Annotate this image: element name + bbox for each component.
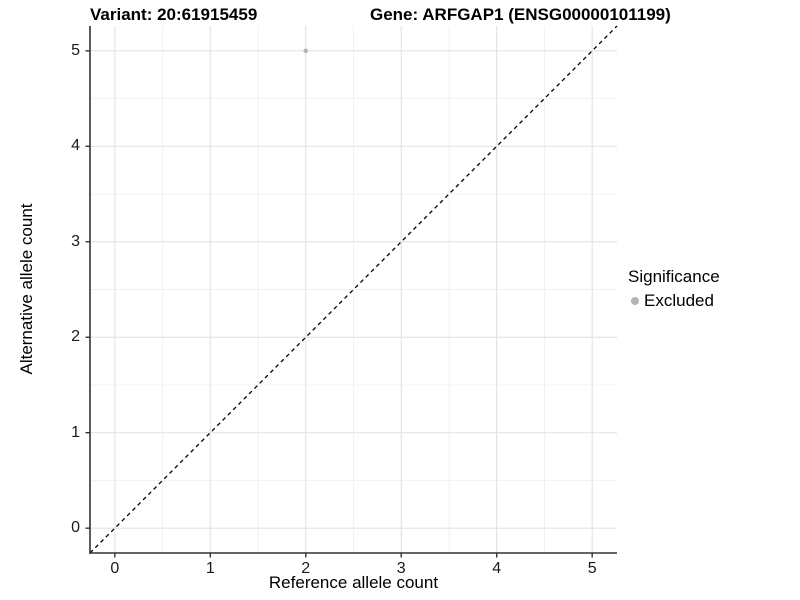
- y-tick-label: 3: [71, 232, 80, 250]
- y-tick-label: 0: [71, 519, 80, 537]
- legend: Significance Excluded: [628, 266, 788, 311]
- x-tick-label: 0: [110, 560, 120, 577]
- y-axis-title: Alternative allele count: [17, 203, 36, 375]
- x-tick-label: 4: [492, 560, 502, 577]
- variant-title: Variant: 20:61915459: [90, 5, 258, 24]
- y-tick-label: 2: [71, 328, 80, 346]
- y-tick-label: 4: [71, 137, 80, 155]
- x-tick-label: 3: [396, 560, 406, 577]
- legend-title: Significance: [628, 267, 720, 286]
- y-tick-label: 5: [71, 41, 80, 59]
- x-tick-label: 5: [587, 560, 597, 577]
- plot-panel: [85, 25, 618, 558]
- legend-item-label: Excluded: [644, 291, 714, 310]
- legend-item-excluded: Excluded: [628, 290, 788, 311]
- chart-canvas: [85, 25, 618, 558]
- data-point-excluded: [303, 48, 309, 54]
- gene-title: Gene: ARFGAP1 (ENSG00000101199): [370, 5, 671, 24]
- y-tick-label: 1: [71, 423, 80, 441]
- x-tick-label: 2: [301, 560, 311, 577]
- x-axis-title: Reference allele count: [268, 573, 439, 592]
- x-tick-label: 1: [205, 560, 215, 577]
- excluded-point-icon: [631, 296, 639, 305]
